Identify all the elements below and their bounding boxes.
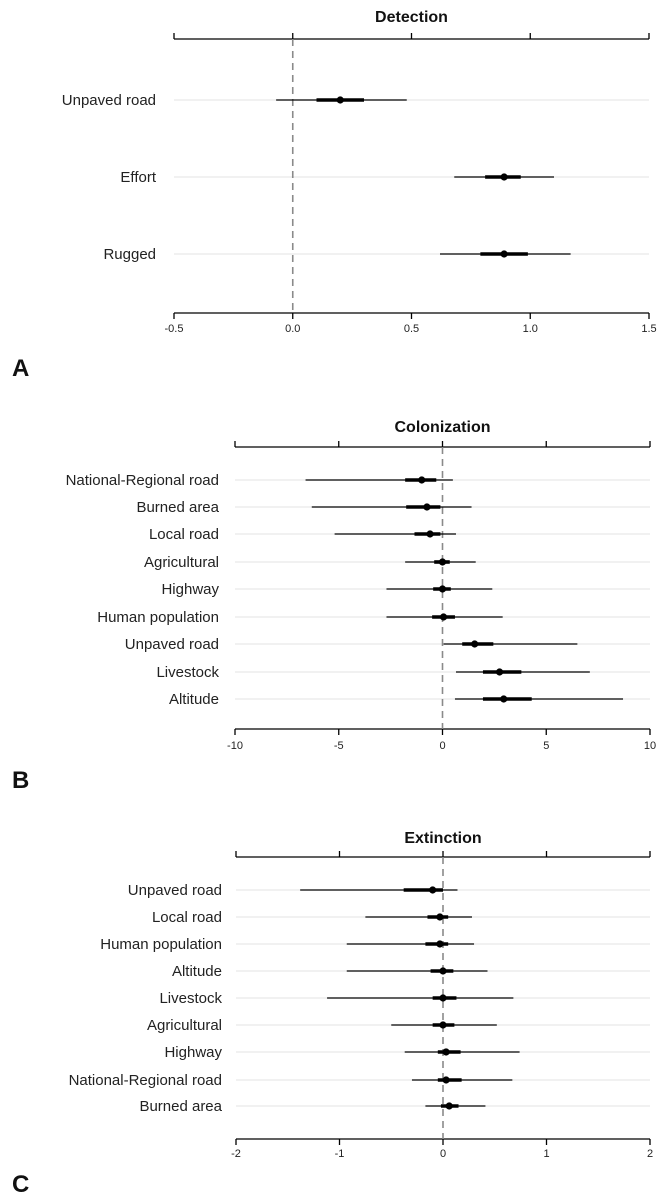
panel-title: Detection xyxy=(375,9,448,26)
point-estimate xyxy=(426,530,434,538)
point-estimate xyxy=(438,558,447,566)
point-estimate xyxy=(439,967,447,975)
x-tick-label: -2 xyxy=(231,1148,241,1160)
row-label: Livestock xyxy=(156,664,219,681)
row-label: Effort xyxy=(120,169,156,186)
x-tick-label: 2 xyxy=(647,1148,653,1160)
panel-letter: A xyxy=(12,355,29,382)
row-label: Human population xyxy=(100,936,222,953)
x-tick-label: 0.0 xyxy=(285,323,300,335)
x-tick-label: 0 xyxy=(440,1148,446,1160)
row-label: Burned area xyxy=(139,1098,222,1115)
x-tick-label: 1.5 xyxy=(641,323,656,335)
point-estimate xyxy=(500,173,508,181)
row-label: Unpaved road xyxy=(125,636,219,653)
panel-b: Colonization B -10 -5 0 5 10 National-Regional … xyxy=(12,419,656,794)
point-estimate xyxy=(436,913,444,921)
x-tick-label: 1.0 xyxy=(523,323,538,335)
row-label: Highway xyxy=(164,1044,222,1061)
x-tick-label: -10 xyxy=(227,740,243,752)
point-estimate xyxy=(500,250,508,258)
panel-a: Detection A -0.5 0.0 0.5 1.0 1.5 Unpaved road Ef… xyxy=(12,9,657,382)
panel-letter: C xyxy=(12,1171,29,1198)
row-label: Agricultural xyxy=(144,554,219,571)
x-tick-label: 1 xyxy=(543,1148,549,1160)
point-estimate xyxy=(438,585,447,593)
point-estimate xyxy=(429,886,437,894)
panel-title: Colonization xyxy=(395,419,491,436)
row-label: Local road xyxy=(149,526,219,543)
row-label: Local road xyxy=(152,909,222,926)
panel-title: Extinction xyxy=(404,830,481,847)
point-estimate xyxy=(445,1102,453,1110)
row-label: Rugged xyxy=(103,246,156,263)
row-label: Highway xyxy=(161,581,219,598)
row-label: Burned area xyxy=(136,499,219,516)
row-label: Altitude xyxy=(169,691,219,708)
point-estimate xyxy=(439,994,447,1002)
x-tick-label: 0.5 xyxy=(404,323,419,335)
panel-letter: B xyxy=(12,767,29,794)
point-estimate xyxy=(336,96,344,104)
point-estimate xyxy=(418,476,426,484)
point-estimate xyxy=(500,695,508,703)
row-label: Unpaved road xyxy=(62,92,156,109)
point-estimate xyxy=(442,1048,450,1056)
point-estimate xyxy=(442,1076,450,1084)
x-tick-label: -1 xyxy=(335,1148,345,1160)
point-estimate xyxy=(439,613,448,621)
point-estimate xyxy=(495,668,504,676)
row-label: Livestock xyxy=(159,990,222,1007)
row-label: Agricultural xyxy=(147,1017,222,1034)
row-label: National-Regional road xyxy=(69,1072,222,1089)
point-estimate xyxy=(471,640,479,648)
x-tick-label: 10 xyxy=(644,740,656,752)
x-tick-label: -5 xyxy=(334,740,344,752)
x-tick-label: 5 xyxy=(543,740,549,752)
row-label: Altitude xyxy=(172,963,222,980)
row-label: National-Regional road xyxy=(66,472,219,489)
point-estimate xyxy=(439,1021,447,1029)
row-label: Unpaved road xyxy=(128,882,222,899)
x-tick-label: 0 xyxy=(439,740,445,752)
row-label: Human population xyxy=(97,609,219,626)
x-tick-label: -0.5 xyxy=(165,323,184,335)
point-estimate xyxy=(423,503,431,511)
point-estimate xyxy=(436,940,444,948)
panel-c: Extinction C -2 -1 0 1 2 Unpaved road Local road… xyxy=(12,830,653,1198)
